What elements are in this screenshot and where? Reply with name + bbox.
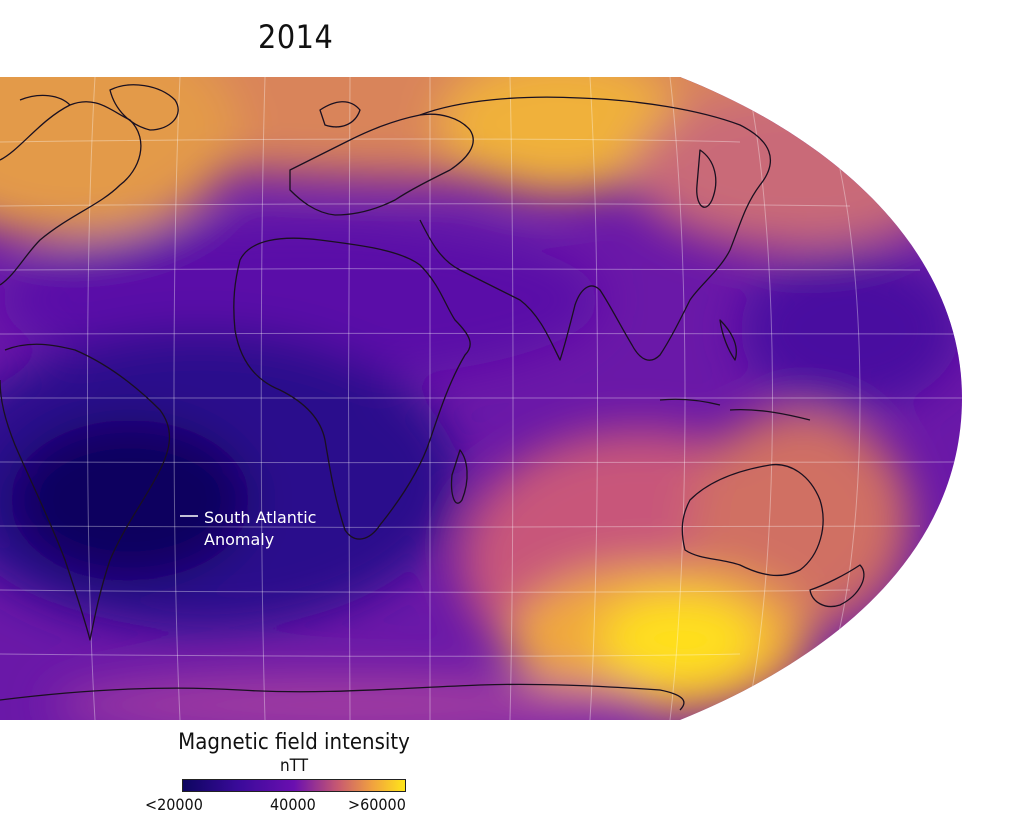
legend-tick-mid: 40000 xyxy=(270,795,316,814)
field-layer xyxy=(0,77,962,720)
legend-unit: nTT xyxy=(279,756,309,776)
legend-title: Magnetic field intensity xyxy=(178,730,410,755)
coastlines xyxy=(0,84,865,711)
graticule xyxy=(0,77,962,720)
legend-tick-min: <20000 xyxy=(145,795,203,814)
year-title: 2014 xyxy=(258,18,334,56)
anomaly-label: South Atlantic Anomaly xyxy=(204,508,322,549)
legend-tick-max: >60000 xyxy=(348,795,406,814)
legend-colorbar xyxy=(182,779,406,792)
